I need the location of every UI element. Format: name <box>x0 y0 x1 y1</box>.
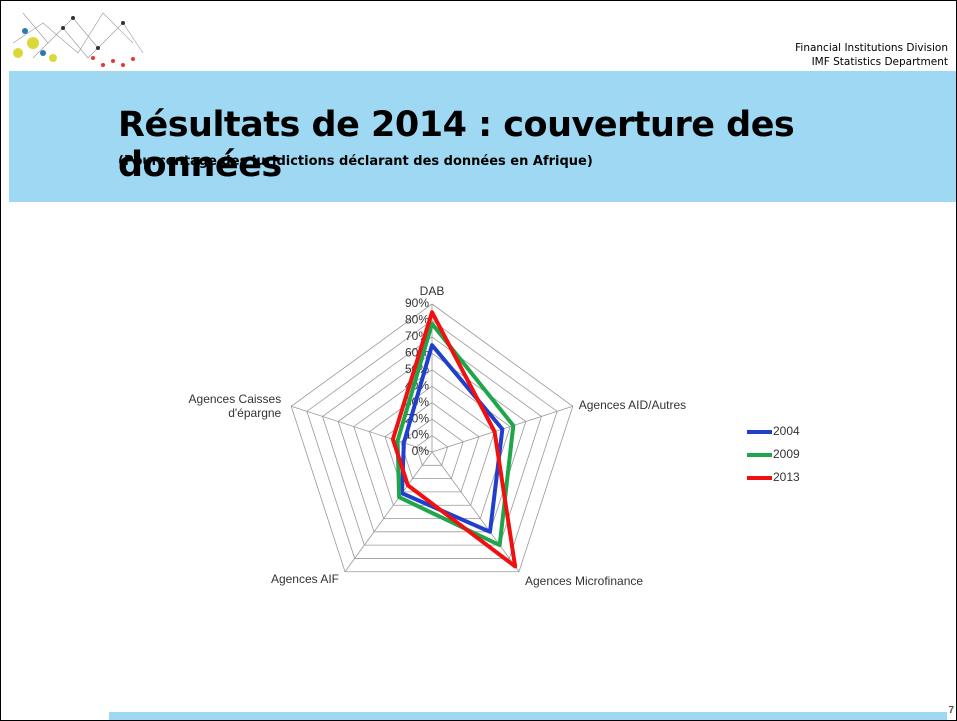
page-number: 7 <box>948 705 954 716</box>
category-label: DAB <box>419 284 445 298</box>
legend-label: 2009 <box>773 447 800 461</box>
series-line <box>395 321 516 548</box>
category-label: Agences AID/Autres <box>578 398 687 413</box>
chart-subtitle: (Pourcentage des juridictions déclarant … <box>118 154 593 169</box>
grid-ring <box>290 303 574 573</box>
spoke <box>431 451 520 572</box>
grid-ring <box>337 352 527 533</box>
legend-label: 2004 <box>773 424 800 438</box>
grid-ring <box>353 369 511 519</box>
grid-ring <box>322 336 542 546</box>
y-tick-label: 0% <box>412 444 430 458</box>
grid-ring <box>384 402 480 493</box>
grid-ring <box>415 435 449 466</box>
y-tick-label: 10% <box>405 428 429 442</box>
legend-label: 2013 <box>773 470 800 484</box>
division: Financial Institutions Division <box>795 42 948 54</box>
category-label: Agences Microfinance <box>524 573 644 588</box>
spoke <box>344 451 433 572</box>
spoke <box>291 405 433 453</box>
y-tick-label: 80% <box>405 313 429 327</box>
header-band <box>9 71 956 202</box>
chart-title: Résultats de 2014 : couverture des donné… <box>118 105 795 185</box>
grid-ring <box>306 319 558 559</box>
category-label: Agences AIF <box>270 571 339 586</box>
department: IMF Statistics Department <box>811 56 948 68</box>
y-tick-label: 90% <box>405 296 429 310</box>
logo <box>12 12 144 67</box>
category-label: Agences Caisses d'épargne <box>188 392 282 421</box>
footer-band <box>109 712 947 720</box>
series-line <box>390 310 518 569</box>
